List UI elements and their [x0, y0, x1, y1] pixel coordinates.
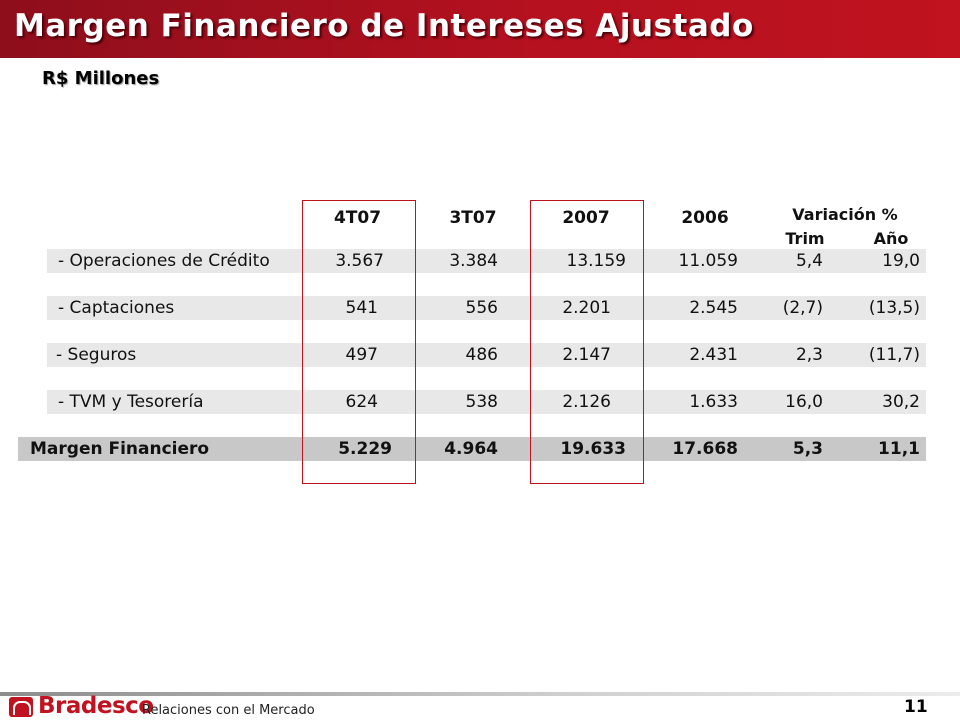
row-label-captaciones: - Captaciones — [58, 298, 175, 318]
cell-captaciones-2007: 2.201 — [562, 298, 611, 318]
col-header-anio: Año — [873, 229, 909, 248]
cell-tvm-2006: 1.633 — [689, 392, 738, 412]
cell-total-3t07: 4.964 — [444, 439, 498, 459]
col-header-2007: 2007 — [562, 208, 610, 228]
cell-credito-2007: 13.159 — [566, 251, 626, 271]
cell-tvm-2007: 2.126 — [562, 392, 611, 412]
col-header-variacion: Variación % — [792, 205, 898, 224]
cell-captaciones-4t07: 541 — [345, 298, 378, 318]
cell-total-trim: 5,3 — [792, 439, 823, 459]
cell-captaciones-trim: (2,7) — [782, 298, 823, 318]
row-label-total: Margen Financiero — [30, 439, 210, 459]
cell-total-4t07: 5.229 — [338, 439, 392, 459]
cell-tvm-4t07: 624 — [345, 392, 378, 412]
cell-credito-2006: 11.059 — [678, 251, 738, 271]
cell-credito-trim: 5,4 — [795, 251, 823, 271]
cell-total-anio: 11,1 — [878, 439, 920, 459]
col-header-3t07: 3T07 — [449, 208, 497, 228]
cell-total-2006: 17.668 — [672, 439, 738, 459]
cell-credito-anio: 19,0 — [882, 251, 920, 271]
cell-tvm-3t07: 538 — [465, 392, 498, 412]
cell-seguros-3t07: 486 — [465, 345, 498, 365]
cell-captaciones-anio: (13,5) — [868, 298, 920, 318]
page-number: 11 — [904, 697, 928, 717]
cell-seguros-4t07: 497 — [345, 345, 378, 365]
row-label-credito: - Operaciones de Crédito — [58, 251, 270, 271]
cell-captaciones-2006: 2.545 — [689, 298, 738, 318]
highlight-2007 — [530, 200, 644, 484]
cell-credito-3t07: 3.384 — [449, 251, 498, 271]
row-band-seguros — [47, 343, 926, 367]
cell-seguros-2007: 2.147 — [562, 345, 611, 365]
cell-credito-4t07: 3.567 — [335, 251, 384, 271]
footer-section: Relaciones con el Mercado — [142, 703, 315, 718]
col-header-4t07: 4T07 — [333, 208, 382, 228]
cell-seguros-trim: 2,3 — [795, 345, 823, 365]
row-band-captaciones — [47, 296, 926, 320]
title-bar: Margen Financiero de Intereses Ajustado — [0, 0, 960, 58]
row-label-seguros: - Seguros — [56, 345, 137, 365]
cell-tvm-anio: 30,2 — [882, 392, 920, 412]
col-header-2006: 2006 — [681, 208, 729, 228]
cell-captaciones-3t07: 556 — [465, 298, 498, 318]
cell-seguros-2006: 2.431 — [689, 345, 738, 365]
cell-total-2007: 19.633 — [560, 439, 626, 459]
row-band-tvm — [47, 390, 926, 414]
page-title: Margen Financiero de Intereses Ajustado — [14, 8, 754, 44]
footer-divider — [0, 692, 960, 696]
page-subtitle: R$ Millones — [42, 68, 160, 89]
row-band-total — [18, 437, 926, 461]
bradesco-logo-icon — [9, 697, 33, 717]
row-label-tvm: - TVM y Tesorería — [58, 392, 204, 412]
cell-tvm-trim: 16,0 — [785, 392, 823, 412]
highlight-4t07 — [302, 200, 416, 484]
col-header-trim: Trim — [785, 229, 825, 248]
brand-name: Bradesco — [38, 693, 154, 719]
row-band-credito — [47, 249, 926, 273]
cell-seguros-anio: (11,7) — [868, 345, 920, 365]
